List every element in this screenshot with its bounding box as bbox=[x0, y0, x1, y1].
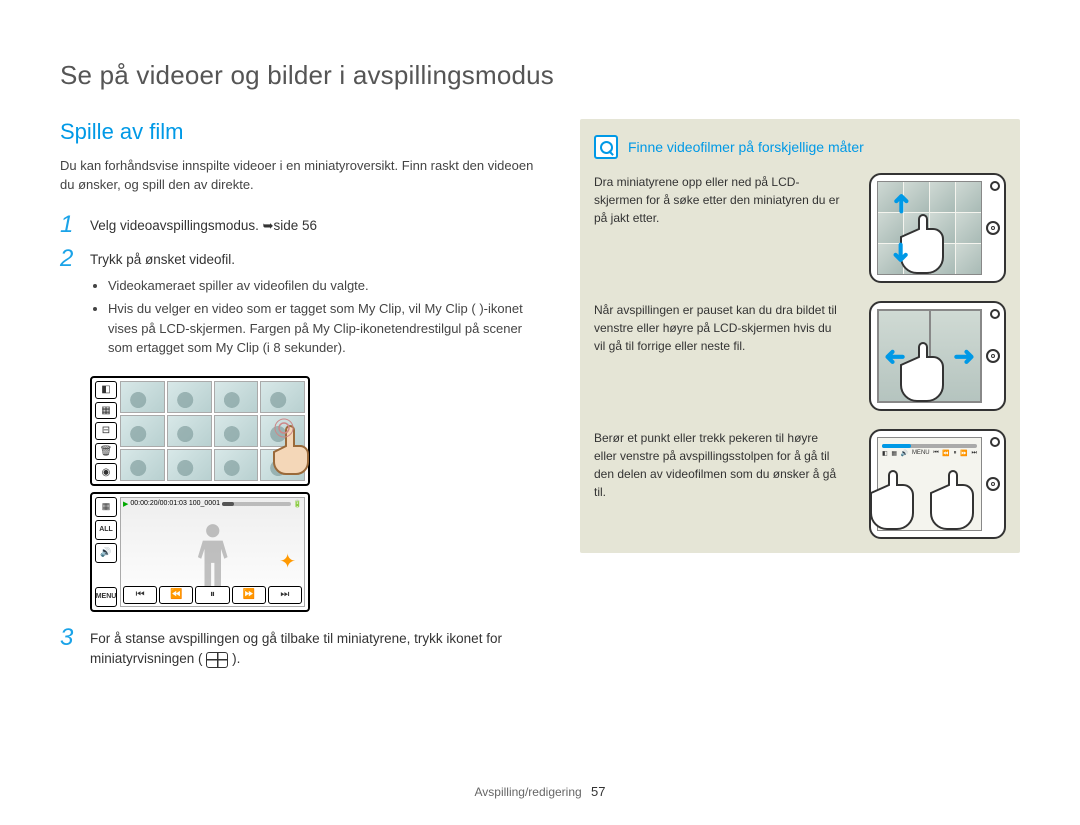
step-3-text-b: ). bbox=[232, 651, 240, 666]
pause-button-icon: ⏸ bbox=[195, 586, 229, 604]
step-2-text: Trykk på ønsket videofil. bbox=[90, 252, 235, 267]
tip-row-1-text: Dra miniatyrene opp eller ned på LCD-skj… bbox=[594, 173, 841, 227]
lead-text: Du kan forhåndsvise innspilte videoer i … bbox=[60, 157, 550, 195]
step-number: 2 bbox=[60, 247, 80, 362]
forward-button-icon: ⏩ bbox=[232, 586, 266, 604]
page-ref-icon: ➥ bbox=[263, 216, 274, 236]
side-button-icon: ⊟ bbox=[95, 422, 117, 440]
section-title: Spille av film bbox=[60, 119, 550, 145]
step-3: 3 For å stanse avspillingen og gå tilbak… bbox=[60, 626, 550, 670]
tip-box: Finne videofilmer på forskjellige måter … bbox=[580, 119, 1020, 553]
footer-page-number: 57 bbox=[591, 784, 605, 799]
step-1: 1 Velg videoavspillingsmodus. ➥side 56 bbox=[60, 213, 550, 237]
timeline-bar bbox=[882, 444, 977, 448]
side-button-icon: ▦ bbox=[95, 402, 117, 420]
device-illustration-seek: ◧▦🔊MENU⏮⏪⏸⏩⏭ bbox=[851, 429, 1006, 539]
playback-time: 00:00:20/00:01:03 bbox=[130, 500, 186, 507]
clip-name: 100_0001 bbox=[189, 500, 220, 507]
page-title: Se på videoer og bilder i avspillingsmod… bbox=[60, 60, 1020, 91]
tip-title: Finne videofilmer på forskjellige måter bbox=[628, 139, 864, 155]
rewind-button-icon: ⏪ bbox=[159, 586, 193, 604]
step-2-bullet-1: Videokameraet spiller av videofilen du v… bbox=[108, 276, 550, 296]
footer-section: Avspilling/redigering bbox=[475, 785, 582, 799]
playback-illustration: ▦ ALL 🔊 MENU ▶ 00:00:20/00:01:03 100_000… bbox=[90, 492, 310, 612]
step-number: 3 bbox=[60, 626, 80, 670]
step-1-text-a: Velg videoavspillingsmodus. bbox=[90, 218, 263, 233]
volume-icon: 🔊 bbox=[95, 543, 117, 563]
right-column: Finne videofilmer på forskjellige måter … bbox=[580, 119, 1020, 679]
step-2: 2 Trykk på ønsket videofil. Videokamerae… bbox=[60, 247, 550, 362]
play-icon: ▶ bbox=[123, 500, 128, 508]
step-1-text-b: side 56 bbox=[274, 218, 318, 233]
tip-row-3-text: Berør et punkt eller trekk pekeren til h… bbox=[594, 429, 841, 501]
all-label-icon: ALL bbox=[95, 520, 117, 540]
progress-bar bbox=[222, 502, 291, 506]
step-2-bullet-2: Hvis du velger en video som er tagget so… bbox=[108, 299, 550, 358]
hand-icon bbox=[921, 467, 991, 547]
step-3-text-a: For å stanse avspillingen og gå tilbake … bbox=[90, 631, 502, 666]
footer: Avspilling/redigering 57 bbox=[0, 784, 1080, 799]
star-icon: ✦ bbox=[279, 549, 296, 574]
step-number: 1 bbox=[60, 213, 80, 237]
magnify-icon bbox=[594, 135, 618, 159]
side-button-icon: ◧ bbox=[95, 381, 117, 399]
device-illustration-swipe: ➜ ➜ bbox=[851, 301, 1006, 411]
side-button-icon: 🗑 bbox=[95, 443, 117, 461]
prev-button-icon: ⏮ bbox=[123, 586, 157, 604]
tap-hand-icon bbox=[266, 418, 326, 478]
left-column: Spille av film Du kan forhåndsvise innsp… bbox=[60, 119, 550, 679]
device-illustration-scroll: ➜ ➜ bbox=[851, 173, 1006, 283]
next-button-icon: ⏭ bbox=[268, 586, 302, 604]
thumbnail-illustration: ◧ ▦ ⊟ 🗑 ◉ bbox=[90, 376, 550, 612]
side-button-icon: ◉ bbox=[95, 463, 117, 481]
tip-row-2-text: Når avspillingen er pauset kan du dra bi… bbox=[594, 301, 841, 355]
thumbnail-view-icon: ▦ bbox=[95, 497, 117, 517]
thumbnail-icon bbox=[206, 652, 228, 668]
menu-button: MENU bbox=[95, 587, 117, 607]
